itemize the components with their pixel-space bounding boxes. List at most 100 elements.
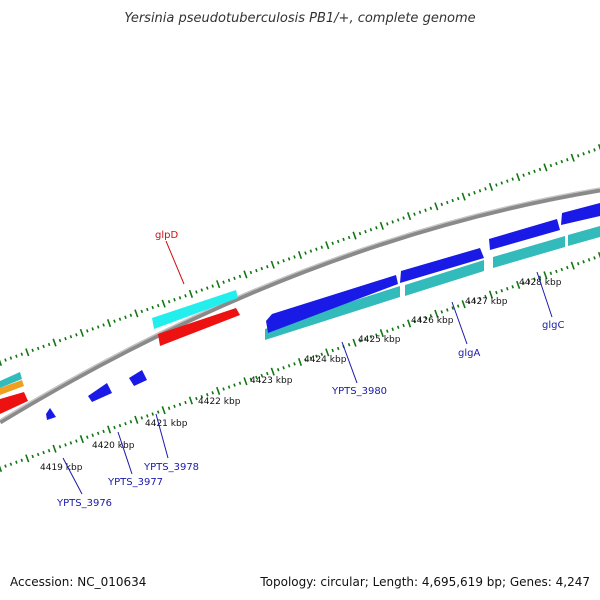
gene-ypts-3978[interactable] xyxy=(129,370,147,386)
inner-track-minor-tick xyxy=(124,422,127,426)
gene-segment-right[interactable] xyxy=(561,203,600,225)
accession-text: Accession: NC_010634 xyxy=(10,575,146,589)
outer-track-major-tick xyxy=(461,192,466,201)
genome-backbone xyxy=(0,187,600,425)
gene-glga-reverse[interactable] xyxy=(405,260,484,296)
inner-track-minor-tick xyxy=(538,275,542,279)
inner-track-minor-tick xyxy=(287,364,291,368)
inner-track-minor-tick xyxy=(315,354,318,358)
gene-label-ypts-3978[interactable]: YPTS_3978 xyxy=(143,462,199,473)
gene-glga[interactable] xyxy=(400,248,484,283)
gene-label-ypts-3977[interactable]: YPTS_3977 xyxy=(107,477,163,488)
inner-track-minor-tick xyxy=(42,450,45,455)
gene-ypts-3976[interactable] xyxy=(46,408,56,420)
gene-ypts-3977[interactable] xyxy=(88,383,112,402)
outer-track-minor-tick xyxy=(140,309,144,314)
inner-track-minor-tick xyxy=(413,319,416,324)
inner-track-minor-tick xyxy=(506,287,509,291)
inner-track-minor-tick xyxy=(75,439,78,443)
inner-track-minor-tick xyxy=(195,396,198,401)
leader-ypts-3976 xyxy=(62,457,83,495)
outer-track-minor-tick xyxy=(396,218,400,222)
inner-track-minor-tick xyxy=(424,316,427,320)
inner-track-minor-tick xyxy=(47,448,51,453)
outer-track-minor-tick xyxy=(293,255,296,259)
outer-track-major-tick xyxy=(297,250,303,260)
tick-label-4424: 4424 kbp xyxy=(304,355,347,365)
outer-track-minor-tick xyxy=(495,183,498,187)
inner-track-minor-tick xyxy=(102,429,105,434)
outer-track-minor-tick xyxy=(336,239,340,244)
gene-label-glgc[interactable]: glgC xyxy=(542,320,564,331)
outer-track-minor-tick xyxy=(42,344,45,349)
outer-track-minor-tick xyxy=(566,158,569,162)
gene-ypts-3980-reverse[interactable] xyxy=(265,286,400,340)
inner-track-minor-tick xyxy=(555,269,558,274)
inner-track-minor-tick xyxy=(58,445,62,449)
outer-track-minor-tick xyxy=(118,317,122,321)
gene-glpd-cyan[interactable] xyxy=(152,290,238,329)
inner-track-minor-tick xyxy=(293,362,296,366)
inner-track-minor-tick xyxy=(167,406,171,410)
outer-track-major-tick xyxy=(543,163,548,172)
tick-label-4426: 4426 kbp xyxy=(411,316,454,326)
gene-label-glga[interactable]: glgA xyxy=(458,348,480,359)
inner-track-minor-tick xyxy=(429,314,433,318)
inner-track-major-tick xyxy=(270,367,275,376)
outer-tick-track xyxy=(0,143,600,367)
gene-glgc[interactable] xyxy=(489,219,560,250)
outer-track-minor-tick xyxy=(249,270,253,275)
outer-track-minor-tick xyxy=(429,206,433,210)
inner-track-minor-tick xyxy=(129,420,133,424)
outer-track-minor-tick xyxy=(47,342,51,347)
outer-track-minor-tick xyxy=(424,208,427,212)
inner-track-minor-tick xyxy=(266,371,269,376)
outer-track-minor-tick xyxy=(75,333,78,337)
inner-tick-track xyxy=(0,251,600,473)
inner-track-minor-tick xyxy=(178,402,182,407)
gene-glpd-red[interactable] xyxy=(158,308,240,346)
inner-track-major-tick xyxy=(134,415,139,424)
outer-track-major-tick xyxy=(379,221,384,230)
outer-track-minor-tick xyxy=(511,177,514,181)
inner-track-minor-tick xyxy=(500,289,504,293)
outer-track-minor-tick xyxy=(587,150,591,154)
genome-backbone-highlight xyxy=(0,187,600,421)
outer-track-minor-tick xyxy=(347,235,351,240)
inner-track-minor-tick xyxy=(4,464,7,468)
inner-track-minor-tick xyxy=(347,342,351,347)
inner-track-major-tick xyxy=(243,377,248,386)
gene-left-edge-red[interactable] xyxy=(0,392,28,414)
outer-track-major-tick xyxy=(161,299,166,308)
gene-label-glpd[interactable]: glpD xyxy=(155,230,178,241)
inner-track-major-tick xyxy=(488,290,493,299)
inner-track-minor-tick xyxy=(566,265,569,270)
inner-track-minor-tick xyxy=(233,383,236,387)
inner-track-minor-tick xyxy=(549,271,553,276)
inner-track-minor-tick xyxy=(484,294,487,299)
outer-track-minor-tick xyxy=(576,154,580,158)
gene-segment-right-reverse[interactable] xyxy=(568,226,600,246)
outer-track-minor-tick xyxy=(173,298,176,302)
gene-left-edge-reverse[interactable] xyxy=(0,372,22,388)
outer-track-minor-tick xyxy=(527,171,531,175)
outer-track-minor-tick xyxy=(386,222,389,226)
outer-track-major-tick xyxy=(325,241,330,250)
outer-track-minor-tick xyxy=(478,189,482,193)
outer-track-major-tick xyxy=(0,359,3,367)
outer-track-minor-tick xyxy=(342,237,345,242)
inner-track-minor-tick xyxy=(593,256,596,260)
outer-track-minor-tick xyxy=(500,181,504,185)
gene-label-ypts-3980[interactable]: YPTS_3980 xyxy=(331,386,387,397)
outer-track-minor-tick xyxy=(31,348,34,352)
gene-ypts-3980[interactable] xyxy=(266,275,398,333)
gene-glgc-reverse[interactable] xyxy=(493,236,565,268)
gene-label-ypts-3976[interactable]: YPTS_3976 xyxy=(56,498,112,509)
outer-track-minor-tick xyxy=(211,284,214,288)
tick-label-4423: 4423 kbp xyxy=(250,376,293,386)
gene-left-edge-orange[interactable] xyxy=(0,380,24,395)
outer-track-minor-tick xyxy=(260,266,264,271)
outer-track-minor-tick xyxy=(255,268,258,273)
inner-track-minor-tick xyxy=(64,443,67,447)
